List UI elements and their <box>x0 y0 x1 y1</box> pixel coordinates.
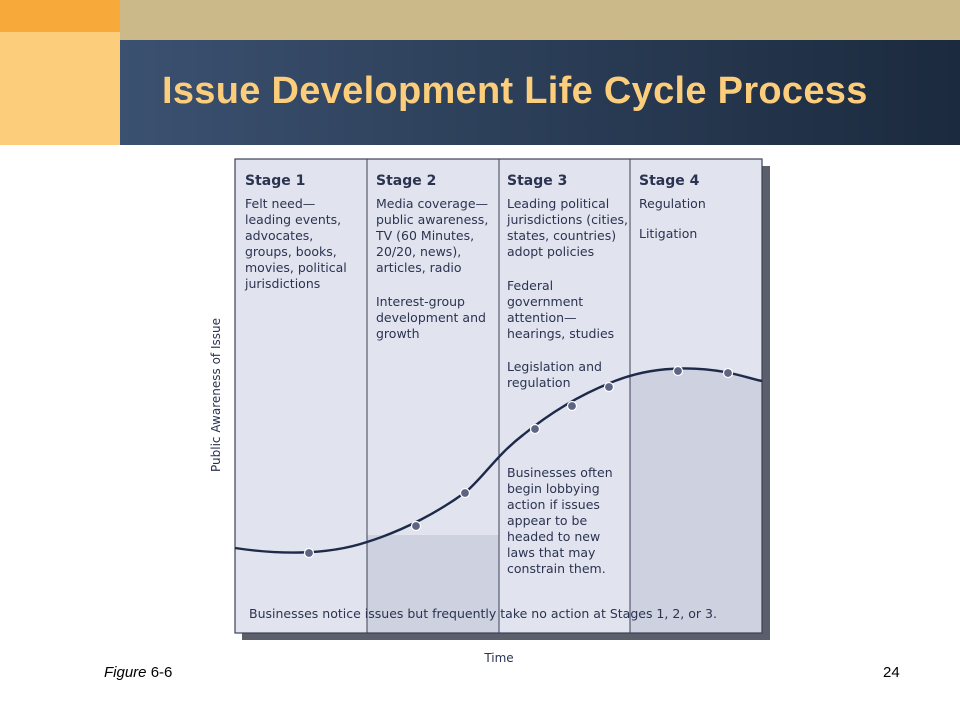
curve-point <box>529 423 541 435</box>
stage-3-line: government <box>507 294 583 309</box>
stage-3-note-line: constrain them. <box>507 561 606 576</box>
figure-label-word: Figure <box>104 664 147 681</box>
stage-3-line: Leading political <box>507 196 609 211</box>
stage-2-line: TV (60 Minutes, <box>375 228 474 243</box>
x-axis-label: Time <box>483 651 513 665</box>
stage-2-line: development and <box>376 310 486 325</box>
stage-3-line: Federal <box>507 278 553 293</box>
stage-3-line: states, countries) <box>507 228 616 243</box>
curve-point <box>410 520 422 532</box>
stage-2-shaded-area <box>367 535 499 633</box>
curve-point <box>566 400 578 412</box>
curve-point <box>303 547 315 559</box>
stage-3-note-line: Businesses often <box>507 465 613 480</box>
figure-label: Figure 6-6 <box>104 664 172 681</box>
stage-1-line: movies, political <box>245 260 347 275</box>
stage-3-panel <box>499 159 630 633</box>
diagram-svg: Stage 1 Stage 2 Stage 3 Stage 4 Felt nee… <box>209 158 770 665</box>
stage-3-note-line: action if issues <box>507 497 600 512</box>
stage-4-line: Regulation <box>639 196 706 211</box>
life-cycle-diagram: Stage 1 Stage 2 Stage 3 Stage 4 Felt nee… <box>205 155 770 670</box>
stage-3-note-line: headed to new <box>507 529 600 544</box>
title-bar <box>120 40 960 145</box>
top-strip <box>120 0 960 40</box>
stage-3-note-line: appear to be <box>507 513 587 528</box>
stage-4-title: Stage 4 <box>639 173 700 189</box>
figure-label-number: 6-6 <box>146 664 173 681</box>
stage-1-line: Felt need— <box>245 196 315 211</box>
stage-3-note-line: laws that may <box>507 545 596 560</box>
stage-2-line: public awareness, <box>376 212 488 227</box>
curve-point <box>722 367 734 379</box>
stage-3-note-line: begin lobbying <box>507 481 600 496</box>
stage-2-title: Stage 2 <box>376 173 436 189</box>
page-number: 24 <box>883 664 900 681</box>
stage-4-shaded-area <box>630 367 762 633</box>
stage-3-line: hearings, studies <box>507 326 614 341</box>
y-axis-label: Public Awareness of Issue <box>209 318 223 472</box>
stage-1-line: advocates, <box>245 228 313 243</box>
stage-1-title: Stage 1 <box>245 173 305 189</box>
stage-2-line: articles, radio <box>376 260 462 275</box>
stage-1-line: leading events, <box>245 212 341 227</box>
stage-3-line: Legislation and <box>507 359 602 374</box>
stage-2-line: Media coverage— <box>376 196 488 211</box>
stage-2-line: 20/20, news), <box>376 244 461 259</box>
accent-top-block <box>0 0 120 32</box>
stage-1-panel <box>235 159 367 633</box>
stage-3-title: Stage 3 <box>507 173 567 189</box>
stage-1-line: groups, books, <box>245 244 337 259</box>
curve-point <box>672 365 684 377</box>
stage-3-line: regulation <box>507 375 571 390</box>
stage-1-line: jurisdictions <box>244 276 320 291</box>
curve-point <box>459 487 471 499</box>
stage-2-line: Interest-group <box>376 294 465 309</box>
stage-3-line: jurisdictions (cities, <box>506 212 628 227</box>
bottom-note: Businesses notice issues but frequently … <box>249 606 717 621</box>
awareness-curve <box>234 367 763 554</box>
stage-3-line: attention— <box>507 310 577 325</box>
curve-point <box>603 381 615 393</box>
stage-4-line: Litigation <box>639 226 697 241</box>
stage-2-line: growth <box>376 326 420 341</box>
slide-title: Issue Development Life Cycle Process <box>162 70 868 112</box>
stage-3-line: adopt policies <box>507 244 594 259</box>
